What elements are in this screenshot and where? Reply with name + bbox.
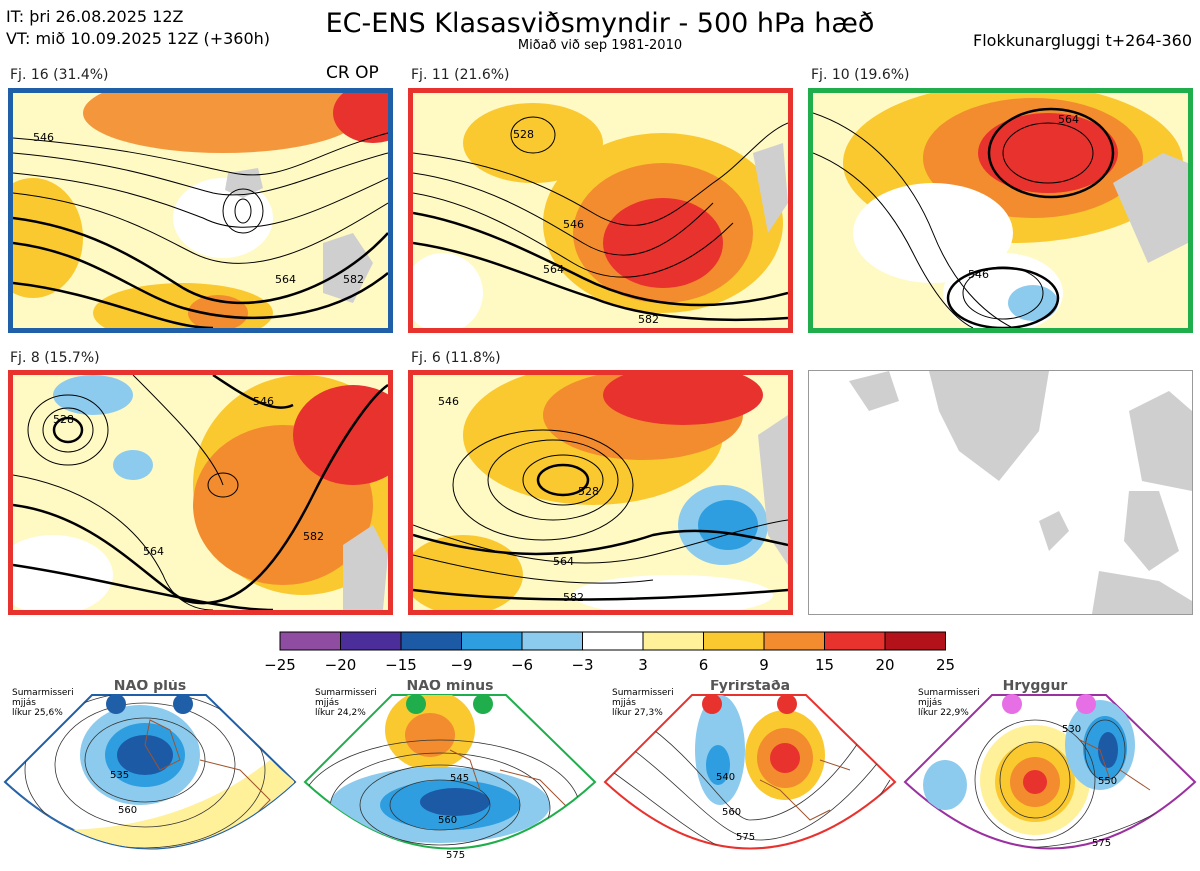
colorbar-boxes (279, 631, 946, 651)
colorbar-box (763, 631, 825, 651)
regime-ridge: Hryggur Sumarmisseri mjjás líkur 22,9% 5… (903, 680, 1197, 850)
regime-maps: NAO plús Sumarmisseri mjjás líkur 25,6% … (3, 680, 1197, 861)
page-title: EC-ENS Klasasviðsmyndir - 500 hPa hæð (325, 8, 875, 39)
colorbar-tick-label: −6 (511, 656, 533, 674)
regime-nao-plus: NAO plús Sumarmisseri mjjás líkur 25,6% … (3, 680, 297, 850)
svg-text:líkur 27,3%: líkur 27,3% (612, 708, 663, 718)
regime-nao-minus: NAO mínus Sumarmisseri mjjás líkur 24,2%… (303, 680, 597, 861)
page-subtitle: Miðað við sep 1981-2010 (517, 38, 683, 53)
svg-text:546: 546 (438, 395, 459, 408)
svg-text:575: 575 (446, 850, 465, 861)
regime-blocking: Fyrirstaða Sumarmisseri mjjás líkur 27,3… (603, 680, 897, 850)
svg-text:530: 530 (1062, 724, 1081, 735)
svg-text:NAO mínus: NAO mínus (407, 680, 494, 694)
colorbar-tick-label: 20 (875, 656, 894, 674)
svg-text:560: 560 (438, 815, 457, 826)
colorbar-tick-label: 15 (815, 656, 834, 674)
svg-text:540: 540 (716, 772, 735, 783)
svg-text:575: 575 (1092, 838, 1111, 849)
svg-text:560: 560 (118, 805, 137, 816)
cluster-label-5: Fj. 6 (11.8%) (411, 350, 501, 366)
svg-text:líkur 25,6%: líkur 25,6% (12, 708, 63, 718)
svg-text:mjjás: mjjás (315, 698, 339, 708)
svg-text:Sumarmisseri: Sumarmisseri (612, 688, 674, 698)
cluster-map-1: 546 564 582 (8, 88, 393, 333)
svg-text:564: 564 (1058, 113, 1079, 126)
colorbar-tick-label: 25 (936, 656, 955, 674)
svg-text:564: 564 (553, 555, 574, 568)
svg-text:líkur 24,2%: líkur 24,2% (315, 708, 366, 718)
svg-text:564: 564 (143, 545, 164, 558)
colorbar-tick-label: −15 (385, 656, 417, 674)
init-time: IT: þri 26.08.2025 12Z (6, 7, 184, 26)
valid-time: VT: mið 10.09.2025 12Z (+360h) (6, 29, 271, 48)
svg-text:546: 546 (968, 268, 989, 281)
colorbar-box (703, 631, 765, 651)
svg-text:528: 528 (513, 128, 534, 141)
svg-text:564: 564 (543, 263, 564, 276)
colorbar-box (824, 631, 886, 651)
svg-text:546: 546 (33, 131, 54, 144)
cluster-label-4: Fj. 8 (15.7%) (10, 350, 100, 366)
cluster-label-1: Fj. 16 (31.4%) (10, 67, 109, 83)
svg-text:545: 545 (450, 773, 469, 784)
cluster-label-3: Fj. 10 (19.6%) (811, 67, 910, 83)
svg-text:546: 546 (563, 218, 584, 231)
colorbar-box (400, 631, 462, 651)
cluster-map-5: 546 528 564 582 (408, 370, 793, 615)
svg-text:564: 564 (275, 273, 296, 286)
colorbar-tick-label: −3 (571, 656, 593, 674)
colorbar-tick-label: 3 (638, 656, 648, 674)
svg-text:Sumarmisseri: Sumarmisseri (12, 688, 74, 698)
svg-text:575: 575 (736, 832, 755, 843)
colorbar-tick-label: 6 (699, 656, 709, 674)
colorbar-box (279, 631, 341, 651)
svg-text:582: 582 (303, 530, 324, 543)
colorbar-box (884, 631, 946, 651)
svg-text:582: 582 (638, 313, 659, 326)
svg-text:Sumarmisseri: Sumarmisseri (918, 688, 980, 698)
cluster-map-3: 546 564 (808, 88, 1193, 333)
svg-text:550: 550 (1098, 776, 1117, 787)
svg-text:líkur 22,9%: líkur 22,9% (918, 708, 969, 718)
empty-base-map (808, 370, 1193, 615)
cluster-map-2: 528 546 564 582 (408, 88, 793, 333)
colorbar-tick-label: −25 (264, 656, 296, 674)
svg-text:582: 582 (343, 273, 364, 286)
svg-text:528: 528 (53, 413, 74, 426)
colorbar-box (340, 631, 402, 651)
svg-text:Hryggur: Hryggur (1003, 680, 1068, 694)
colorbar-box (642, 631, 704, 651)
svg-text:535: 535 (110, 770, 129, 781)
svg-text:582: 582 (563, 591, 584, 604)
svg-text:Fyrirstaða: Fyrirstaða (710, 680, 790, 694)
svg-text:Sumarmisseri: Sumarmisseri (315, 688, 377, 698)
svg-text:528: 528 (578, 485, 599, 498)
colorbar-box (461, 631, 523, 651)
colorbar-box (521, 631, 583, 651)
svg-text:560: 560 (722, 807, 741, 818)
svg-text:546: 546 (253, 395, 274, 408)
window-label: Flokkunargluggi t+264-360 (973, 31, 1192, 50)
svg-text:mjjás: mjjás (12, 698, 36, 708)
svg-text:mjjás: mjjás (612, 698, 636, 708)
svg-text:mjjás: mjjás (918, 698, 942, 708)
svg-text:NAO plús: NAO plús (114, 680, 186, 694)
colorbar-tick-label: −9 (450, 656, 472, 674)
colorbar: −25 −20 −15 −9 −6 −3 3 6 9 15 20 25 (264, 631, 955, 674)
colorbar-tick-label: −20 (325, 656, 357, 674)
colorbar-tick-label: 9 (759, 656, 769, 674)
cluster-map-4: 528 546 564 582 (8, 370, 393, 615)
colorbar-ticks: −25 −20 −15 −9 −6 −3 3 6 9 15 20 25 (264, 656, 955, 674)
cluster-extra-1: CR OP (326, 63, 379, 83)
header-times: IT: þri 26.08.2025 12Z VT: mið 10.09.202… (6, 6, 270, 50)
cluster-label-2: Fj. 11 (21.6%) (411, 67, 510, 83)
colorbar-box (582, 631, 644, 651)
